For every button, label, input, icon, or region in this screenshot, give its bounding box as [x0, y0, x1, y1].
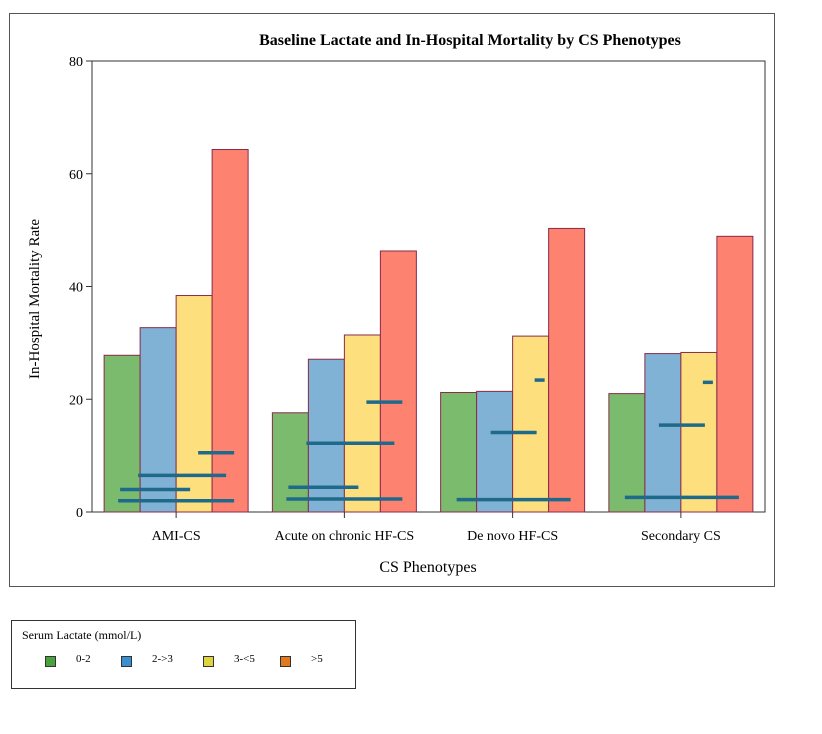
legend-swatch	[121, 655, 132, 667]
legend-item-2-3: 2->3	[121, 653, 173, 669]
bar	[680, 351, 718, 513]
x-axis-label: CS Phenotypes	[379, 559, 476, 576]
bar	[440, 391, 478, 513]
bar	[644, 353, 682, 513]
x-tick-label: De novo HF-CS	[467, 529, 558, 544]
y-tick-label: 80	[69, 55, 83, 70]
legend-item-gt5: >5	[280, 653, 323, 669]
bar	[307, 358, 345, 513]
chart-frame: Baseline Lactate and In-Hospital Mortali…	[9, 13, 775, 587]
bar	[548, 227, 586, 513]
bar	[608, 393, 646, 513]
bar	[343, 334, 381, 513]
y-tick-label: 0	[76, 506, 83, 521]
bar	[211, 149, 249, 513]
x-tick-label: AMI-CS	[152, 529, 201, 544]
bar	[139, 327, 177, 513]
legend-title: Serum Lactate (mmol/L)	[22, 628, 142, 642]
legend-item-0-2: 0-2	[45, 653, 91, 669]
plot-layer: 0 20 40 60 80 AMI-CS Acute on chronic HF-CS De …	[69, 55, 766, 544]
bar	[103, 354, 141, 513]
legend-label: 0-2	[76, 653, 91, 665]
x-tick-label: Secondary CS	[641, 529, 721, 544]
chart-title: Baseline Lactate and In-Hospital Mortali…	[259, 32, 681, 49]
bar	[716, 235, 754, 513]
legend-box: Serum Lactate (mmol/L) 0-2 2->3 3-<5 >5	[11, 620, 356, 689]
legend-swatch	[280, 655, 291, 667]
legend-item-3-5: 3-<5	[203, 653, 255, 669]
y-axis-label: In-Hospital Mortality Rate	[27, 219, 43, 379]
bar	[476, 390, 514, 513]
legend-label: 3-<5	[234, 653, 255, 665]
legend-label: >5	[311, 653, 323, 665]
legend-swatch	[45, 655, 56, 667]
bar	[175, 295, 213, 513]
legend-label: 2->3	[152, 653, 173, 665]
x-tick-label: Acute on chronic HF-CS	[275, 529, 415, 544]
chart-svg: Baseline Lactate and In-Hospital Mortali…	[27, 32, 766, 576]
bar	[512, 335, 550, 513]
bar	[271, 412, 309, 513]
y-tick-label: 60	[69, 168, 83, 183]
y-tick-label: 40	[69, 281, 83, 296]
y-tick-label: 20	[69, 393, 83, 408]
bar	[379, 250, 417, 513]
legend-swatch	[203, 655, 214, 667]
